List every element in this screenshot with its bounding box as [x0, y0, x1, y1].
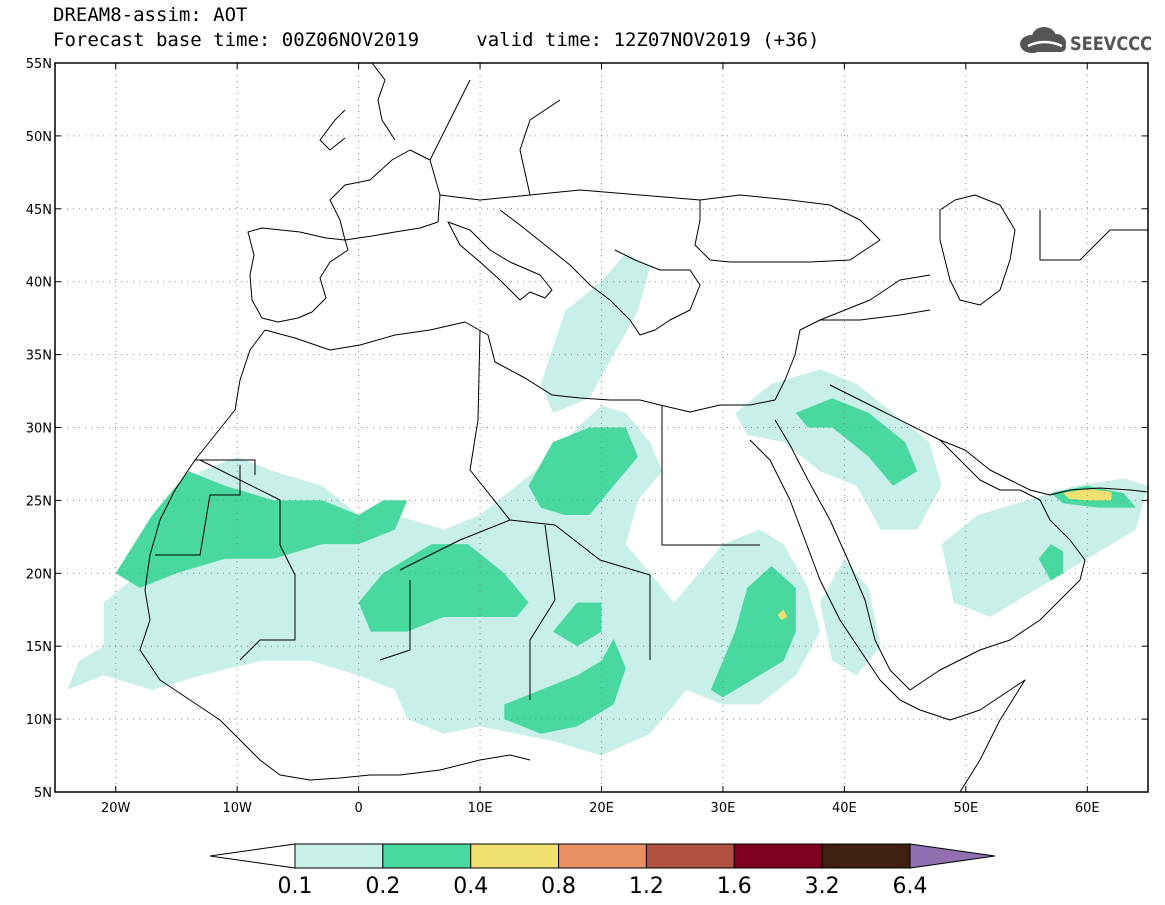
border-lines	[155, 79, 1148, 700]
lat-tick-label: 5N	[34, 786, 52, 801]
north-africa-coast	[264, 321, 776, 413]
horn-africa-coast	[899, 679, 1026, 792]
aot-peak-region-1	[777, 609, 788, 620]
red-sea-west-coast	[749, 439, 901, 701]
caspian-coast	[939, 194, 1016, 306]
aot-region-1	[540, 252, 651, 413]
arabia-west-coast	[774, 419, 911, 691]
lon-tick-label: 0	[354, 801, 362, 816]
lat-tick-label: 55N	[26, 57, 52, 72]
lat-tick-label: 30N	[26, 422, 52, 437]
logo-text: SEEVCCC	[1070, 33, 1152, 55]
base-time-label: Forecast base time: 00Z06NOV2019	[53, 29, 420, 51]
iberia-coast	[247, 227, 349, 323]
aot-peak-region-0	[1063, 488, 1112, 501]
arabia-south-coast	[909, 439, 1086, 691]
lon-tick-label: 40E	[832, 801, 857, 816]
aot-core-region-0	[115, 471, 408, 588]
colorbar: 0.1 0.2 0.4 0.8 1.2 1.6 3.2 6.4	[209, 843, 996, 899]
lat-tick-label: 10N	[26, 713, 52, 728]
colorbar-bin	[645, 843, 735, 869]
colorbar-label: 0.8	[541, 874, 576, 899]
aot-core-region-6	[795, 398, 918, 486]
valid-time-label: valid time: 12Z07NOV2019 (+36)	[476, 29, 820, 51]
italy-coast	[447, 221, 553, 301]
gulf-coast	[939, 439, 1148, 496]
lon-tick-label: 60E	[1075, 801, 1100, 816]
black-sea-coast	[694, 194, 881, 263]
colorbar-bin	[382, 843, 472, 869]
map-title: DREAM8-assim: AOT	[53, 4, 248, 26]
aot-region-4	[941, 478, 1148, 617]
lat-lon-grid	[55, 63, 1148, 792]
balkans-coast	[499, 209, 701, 336]
aot-region-2	[735, 369, 942, 530]
lat-tick-label: 15N	[26, 640, 52, 655]
lon-tick-label: 10W	[222, 801, 252, 816]
lon-tick-label: 30E	[711, 801, 736, 816]
lat-tick-label: 35N	[26, 349, 52, 364]
aot-core-region-2	[528, 427, 638, 515]
cloud-icon	[1020, 27, 1066, 53]
colorbar-bin	[558, 843, 647, 869]
colorbar-label: 0.4	[453, 874, 488, 899]
map-axes: 55N 50N 45N 40N 35N 30N 25N 20N 15N 10N 5N 20W 10W 0 1…	[26, 57, 1148, 816]
lat-tick-label: 20N	[26, 567, 52, 582]
colorbar-label: 0.1	[278, 874, 313, 899]
lon-tick-label: 20E	[589, 801, 614, 816]
aot-core-region-3	[504, 638, 626, 734]
colorbar-high-arrow	[909, 843, 996, 869]
colorbar-label: 1.2	[629, 874, 664, 899]
west-africa-coast	[139, 329, 531, 781]
lon-tick-label: 50E	[953, 801, 978, 816]
lon-tick-label: 10E	[468, 801, 493, 816]
coastlines-borders	[139, 63, 1148, 792]
levant-coast	[774, 309, 931, 401]
colorbar-bin	[821, 843, 911, 869]
lat-tick-label: 45N	[26, 203, 52, 218]
aot-field	[67, 252, 1148, 756]
colorbar-label: 6.4	[893, 874, 928, 899]
france-coast	[329, 149, 441, 241]
lon-tick-label: 20W	[101, 801, 131, 816]
seevccc-logo: SEEVCCC	[1020, 27, 1152, 55]
colorbar-label: 3.2	[805, 874, 840, 899]
britain-coast	[319, 63, 396, 151]
aot-core-region-5	[552, 602, 602, 647]
lat-tick-label: 50N	[26, 130, 52, 145]
colorbar-bin	[470, 843, 560, 869]
colorbar-label: 1.6	[717, 874, 752, 899]
aot-core-region-1	[358, 544, 529, 632]
aot-core-region-4	[710, 566, 796, 698]
forecast-times: Forecast base time: 00Z06NOV2019 valid t…	[53, 30, 819, 50]
colorbar-label: 0.2	[365, 874, 400, 899]
lat-tick-label: 40N	[26, 276, 52, 291]
colorbar-bin	[733, 843, 823, 869]
colorbar-bin	[294, 843, 384, 869]
lat-tick-label: 25N	[26, 494, 52, 509]
aot-core-region-7	[1038, 544, 1063, 581]
colorbar-low-arrow	[209, 843, 296, 869]
